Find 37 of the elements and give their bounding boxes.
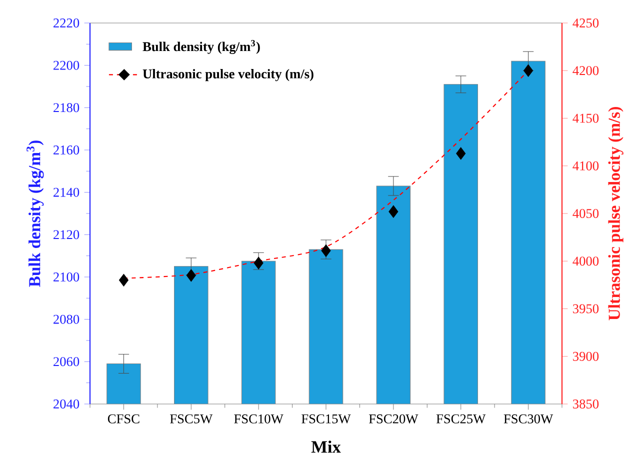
x-tick-label: FSC25W bbox=[436, 414, 486, 424]
x-tick-label: FSC5W bbox=[170, 414, 213, 424]
y2-tick-label: 4100 bbox=[572, 161, 599, 170]
y2-tick-label: 4150 bbox=[572, 114, 599, 123]
x-tick-label: CFSC bbox=[108, 414, 140, 424]
y-tick-label: 2180 bbox=[54, 103, 80, 112]
legend-label: Bulk density (kg/m$^{3}$) bbox=[142, 40, 260, 54]
x-axis-title: Mix bbox=[311, 440, 341, 453]
y-tick-label: 2140 bbox=[54, 188, 80, 197]
y2-tick-label: 4000 bbox=[572, 256, 599, 266]
y2-tick-label: 3950 bbox=[573, 304, 599, 314]
y2-tick-label: 4200 bbox=[572, 66, 599, 76]
y2-tick-label: 3850 bbox=[573, 399, 599, 408]
point bbox=[186, 269, 196, 282]
y2-axis-title: Ultrasonic pulse velocity (m/s) bbox=[608, 107, 624, 320]
y-tick-label: 2080 bbox=[54, 314, 80, 324]
x-tick-label: FSC20W bbox=[368, 414, 418, 424]
y2-tick-label: 3900 bbox=[573, 352, 599, 361]
y2-tick-label: 4050 bbox=[572, 208, 599, 218]
x-tick-label: FSC10W bbox=[234, 414, 284, 424]
x-tick-label: FSC30W bbox=[504, 414, 554, 424]
y-tick-label: 2160 bbox=[54, 145, 80, 154]
y2-tick-label: 4250 bbox=[572, 18, 599, 28]
point bbox=[524, 64, 534, 77]
y-tick-label: 2100 bbox=[54, 272, 80, 282]
y-tick-label: 2120 bbox=[54, 230, 80, 240]
y-tick-label: 2200 bbox=[54, 60, 80, 70]
y-tick-label: 2220 bbox=[54, 18, 80, 28]
point bbox=[321, 244, 331, 257]
y-axis-title: Bulk density (kg/m$^{3}$) bbox=[26, 140, 44, 287]
point bbox=[388, 205, 398, 218]
point bbox=[118, 274, 128, 286]
y-tick-label: 2060 bbox=[54, 357, 80, 366]
x-tick-label: FSC15W bbox=[302, 414, 351, 424]
y-tick-label: 2040 bbox=[54, 399, 80, 408]
point bbox=[456, 147, 466, 160]
legend-label: Ultrasonic pulse velocity (m/s) bbox=[142, 69, 314, 82]
